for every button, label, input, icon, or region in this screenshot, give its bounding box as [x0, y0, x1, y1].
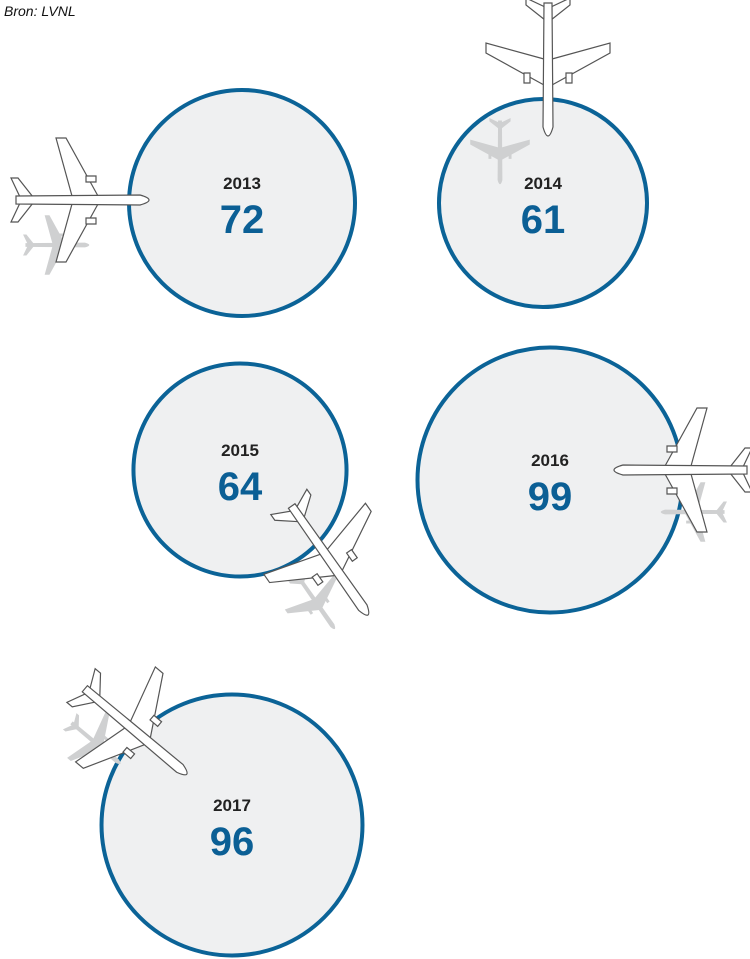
- labels: 2013 72 2014 61 2015 64 2016 99 2017 96: [210, 174, 573, 864]
- year-label: 2014: [524, 174, 562, 193]
- value-label: 72: [220, 198, 265, 242]
- value-label: 96: [210, 820, 255, 864]
- value-label: 64: [218, 465, 263, 509]
- year-label: 2016: [531, 451, 569, 470]
- bubble: [131, 361, 349, 579]
- year-label: 2013: [223, 174, 261, 193]
- bubbles: [99, 88, 685, 958]
- year-label: 2017: [213, 796, 251, 815]
- year-label: 2015: [221, 441, 259, 460]
- value-label: 61: [521, 198, 566, 242]
- source-note: Bron: LVNL: [4, 3, 76, 19]
- value-label: 99: [528, 475, 573, 519]
